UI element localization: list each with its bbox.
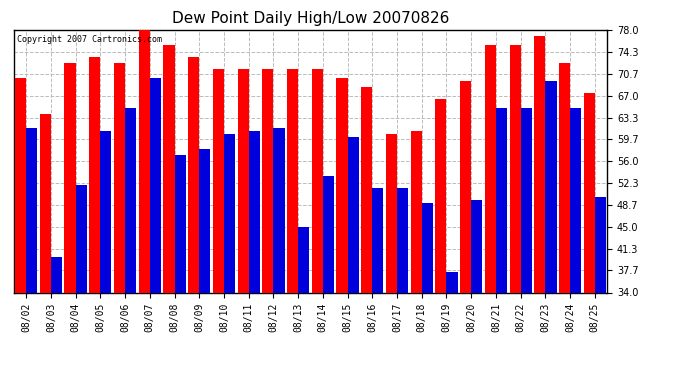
Bar bbox=[26, 129, 37, 375]
Bar bbox=[100, 131, 112, 375]
Bar bbox=[51, 257, 62, 375]
Bar bbox=[460, 81, 471, 375]
Bar bbox=[139, 30, 150, 375]
Bar bbox=[545, 81, 557, 375]
Bar bbox=[570, 108, 581, 375]
Bar bbox=[348, 137, 359, 375]
Bar bbox=[287, 69, 298, 375]
Bar bbox=[584, 93, 595, 375]
Bar bbox=[199, 149, 210, 375]
Bar bbox=[411, 131, 422, 375]
Bar bbox=[496, 108, 507, 375]
Bar bbox=[164, 45, 175, 375]
Title: Dew Point Daily High/Low 20070826: Dew Point Daily High/Low 20070826 bbox=[172, 11, 449, 26]
Bar bbox=[559, 63, 570, 375]
Bar bbox=[150, 78, 161, 375]
Bar bbox=[213, 69, 224, 375]
Bar bbox=[298, 227, 309, 375]
Bar bbox=[64, 63, 76, 375]
Bar bbox=[446, 272, 457, 375]
Bar bbox=[248, 131, 260, 375]
Bar bbox=[534, 36, 545, 375]
Bar bbox=[337, 78, 348, 375]
Bar bbox=[125, 108, 136, 375]
Bar bbox=[509, 45, 521, 375]
Bar bbox=[521, 108, 532, 375]
Bar bbox=[237, 69, 248, 375]
Text: Copyright 2007 Cartronics.com: Copyright 2007 Cartronics.com bbox=[17, 35, 161, 44]
Bar bbox=[386, 134, 397, 375]
Bar bbox=[485, 45, 496, 375]
Bar bbox=[397, 188, 408, 375]
Bar bbox=[361, 87, 373, 375]
Bar bbox=[175, 155, 186, 375]
Bar bbox=[89, 57, 100, 375]
Bar bbox=[422, 203, 433, 375]
Bar bbox=[471, 200, 482, 375]
Bar bbox=[15, 78, 26, 375]
Bar bbox=[262, 69, 273, 375]
Bar bbox=[323, 176, 334, 375]
Bar bbox=[273, 129, 284, 375]
Bar bbox=[188, 57, 199, 375]
Bar bbox=[76, 185, 87, 375]
Bar bbox=[595, 197, 606, 375]
Bar bbox=[312, 69, 323, 375]
Bar bbox=[224, 134, 235, 375]
Bar bbox=[40, 114, 51, 375]
Bar bbox=[114, 63, 125, 375]
Bar bbox=[435, 99, 446, 375]
Bar bbox=[373, 188, 384, 375]
